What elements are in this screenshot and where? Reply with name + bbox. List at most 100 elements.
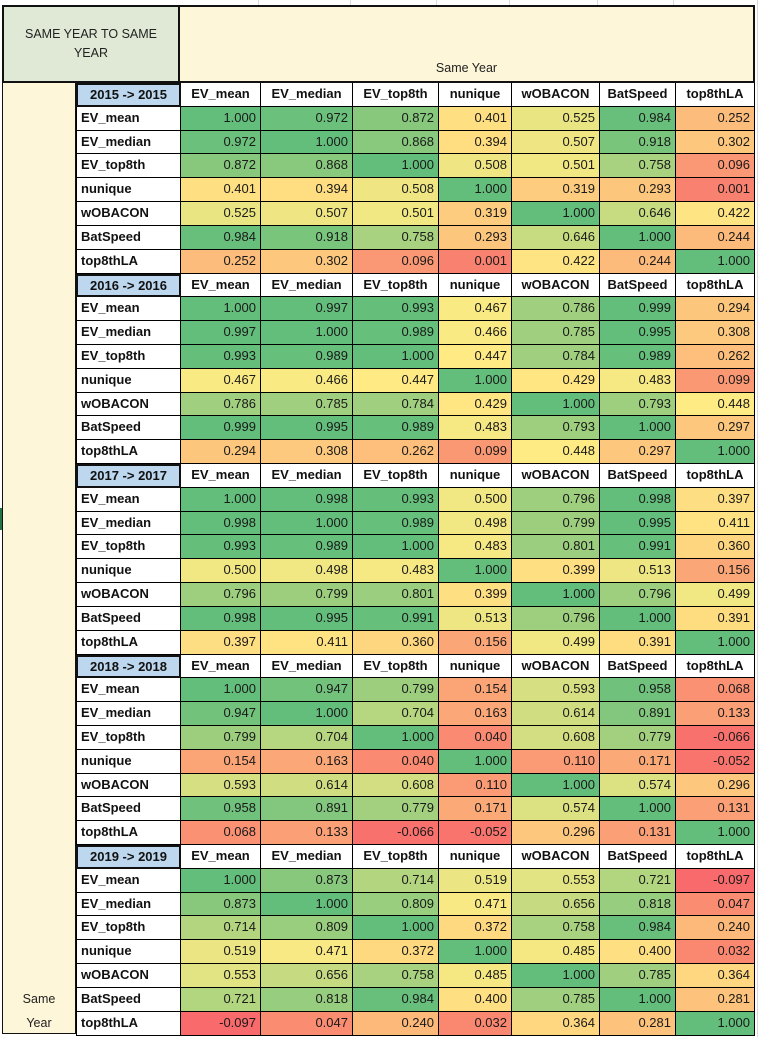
correlation-cell[interactable]: 0.868	[353, 130, 439, 155]
correlation-cell[interactable]: 1.000	[439, 749, 512, 774]
correlation-cell[interactable]: 0.296	[676, 773, 755, 798]
correlation-cell[interactable]: 0.519	[439, 868, 512, 893]
correlation-cell[interactable]: 0.714	[353, 868, 439, 893]
correlation-cell[interactable]: 0.399	[512, 559, 600, 584]
correlation-cell[interactable]: 0.391	[600, 630, 676, 655]
row-label[interactable]: wOBACON	[76, 392, 181, 417]
column-header[interactable]: EV_mean	[181, 83, 261, 107]
correlation-cell[interactable]: 0.995	[600, 321, 676, 345]
correlation-cell[interactable]: 0.989	[600, 344, 676, 369]
correlation-cell[interactable]: 0.796	[600, 583, 676, 607]
column-header[interactable]: top8thLA	[676, 83, 755, 107]
correlation-cell[interactable]: 0.799	[181, 725, 261, 750]
correlation-cell[interactable]: 0.422	[512, 249, 600, 274]
correlation-cell[interactable]: 0.553	[181, 964, 261, 988]
column-header[interactable]: BatSpeed	[600, 273, 676, 298]
row-label[interactable]: wOBACON	[76, 202, 181, 226]
correlation-cell[interactable]: 0.958	[600, 678, 676, 703]
correlation-cell[interactable]: 0.997	[181, 321, 261, 345]
correlation-cell[interactable]: 0.786	[181, 392, 261, 417]
correlation-cell[interactable]: 1.000	[600, 797, 676, 822]
correlation-cell[interactable]: 0.873	[181, 892, 261, 917]
correlation-cell[interactable]: 0.499	[512, 630, 600, 655]
correlation-cell[interactable]: 1.000	[512, 773, 600, 798]
correlation-cell[interactable]: 0.262	[353, 440, 439, 464]
correlation-cell[interactable]: 1.000	[439, 178, 512, 203]
correlation-cell[interactable]: 0.656	[512, 892, 600, 917]
correlation-cell[interactable]: 0.294	[676, 297, 755, 322]
correlation-cell[interactable]: 0.507	[261, 202, 353, 226]
row-label[interactable]: top8thLA	[76, 249, 181, 274]
correlation-cell[interactable]: 0.466	[439, 321, 512, 345]
correlation-cell[interactable]: 0.483	[439, 416, 512, 441]
correlation-cell[interactable]: 0.793	[512, 416, 600, 441]
correlation-cell[interactable]: -0.066	[676, 725, 755, 750]
correlation-cell[interactable]: 0.360	[676, 535, 755, 560]
correlation-cell[interactable]: 0.308	[676, 321, 755, 345]
row-label[interactable]: EV_median	[76, 321, 181, 345]
column-header[interactable]: EV_median	[261, 273, 353, 298]
correlation-cell[interactable]: 0.131	[676, 797, 755, 822]
correlation-cell[interactable]: 0.466	[261, 368, 353, 393]
row-label[interactable]: EV_top8th	[76, 344, 181, 369]
row-label[interactable]: top8thLA	[76, 630, 181, 655]
correlation-cell[interactable]: 0.801	[353, 583, 439, 607]
correlation-cell[interactable]: 0.397	[676, 487, 755, 512]
correlation-cell[interactable]: 0.993	[353, 487, 439, 512]
correlation-cell[interactable]: 0.721	[181, 987, 261, 1012]
correlation-cell[interactable]: 0.574	[512, 797, 600, 822]
correlation-cell[interactable]: 0.032	[676, 940, 755, 965]
correlation-cell[interactable]: 1.000	[353, 725, 439, 750]
correlation-cell[interactable]: 1.000	[261, 702, 353, 726]
correlation-cell[interactable]: 0.809	[353, 892, 439, 917]
column-header[interactable]: EV_median	[261, 845, 353, 869]
correlation-cell[interactable]: 0.364	[676, 964, 755, 988]
row-label[interactable]: top8thLA	[76, 440, 181, 464]
correlation-cell[interactable]: 0.818	[261, 987, 353, 1012]
correlation-cell[interactable]: 0.302	[261, 249, 353, 274]
column-header[interactable]: nunique	[439, 83, 512, 107]
correlation-cell[interactable]: 0.281	[676, 987, 755, 1012]
column-header[interactable]: EV_top8th	[353, 273, 439, 298]
correlation-cell[interactable]: 1.000	[261, 321, 353, 345]
correlation-cell[interactable]: 1.000	[676, 249, 755, 274]
correlation-cell[interactable]: 0.796	[512, 606, 600, 631]
correlation-cell[interactable]: 0.809	[261, 916, 353, 941]
correlation-cell[interactable]: 0.984	[181, 225, 261, 250]
correlation-cell[interactable]: 1.000	[600, 416, 676, 441]
correlation-cell[interactable]: 0.704	[261, 725, 353, 750]
correlation-cell[interactable]: 0.785	[261, 392, 353, 417]
column-header[interactable]: wOBACON	[512, 273, 600, 298]
correlation-cell[interactable]: 0.507	[512, 130, 600, 155]
correlation-cell[interactable]: 0.411	[676, 511, 755, 536]
correlation-cell[interactable]: 0.525	[512, 106, 600, 131]
correlation-cell[interactable]: 0.252	[181, 249, 261, 274]
correlation-cell[interactable]: 1.000	[181, 868, 261, 893]
year-pair-label[interactable]: 2017 -> 2017	[76, 464, 181, 488]
correlation-cell[interactable]: 0.391	[676, 606, 755, 631]
correlation-cell[interactable]: 0.614	[261, 773, 353, 798]
correlation-cell[interactable]: 0.447	[353, 368, 439, 393]
correlation-cell[interactable]: 0.519	[181, 940, 261, 965]
correlation-cell[interactable]: 0.501	[512, 154, 600, 179]
correlation-cell[interactable]: 0.467	[181, 368, 261, 393]
correlation-cell[interactable]: 0.998	[181, 606, 261, 631]
correlation-cell[interactable]: 0.799	[512, 511, 600, 536]
column-header[interactable]: EV_median	[261, 83, 353, 107]
correlation-cell[interactable]: 1.000	[181, 678, 261, 703]
correlation-cell[interactable]: 1.000	[261, 892, 353, 917]
correlation-cell[interactable]: 0.485	[439, 964, 512, 988]
correlation-cell[interactable]: 0.704	[353, 702, 439, 726]
correlation-cell[interactable]: 1.000	[261, 130, 353, 155]
row-label[interactable]: EV_mean	[76, 106, 181, 131]
correlation-cell[interactable]: 1.000	[261, 511, 353, 536]
row-label[interactable]: top8thLA	[76, 1011, 181, 1036]
row-label[interactable]: nunique	[76, 749, 181, 774]
column-header[interactable]: top8thLA	[676, 464, 755, 488]
correlation-cell[interactable]: 0.411	[261, 630, 353, 655]
correlation-cell[interactable]: 0.799	[353, 678, 439, 703]
correlation-cell[interactable]: -0.052	[676, 749, 755, 774]
row-label[interactable]: top8thLA	[76, 821, 181, 845]
correlation-cell[interactable]: 0.891	[261, 797, 353, 822]
column-header[interactable]: wOBACON	[512, 83, 600, 107]
